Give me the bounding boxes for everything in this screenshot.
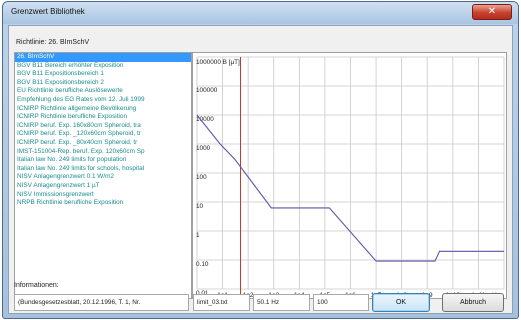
y-tick-label: 10: [196, 203, 204, 210]
richtlinie-label: Richtlinie:: [16, 39, 47, 46]
close-icon: ✕: [487, 6, 497, 17]
ok-button[interactable]: OK: [372, 293, 430, 312]
list-item[interactable]: NISV Anlagengrenzwert 1 µT: [17, 181, 100, 189]
y-tick-label: 100: [196, 174, 207, 181]
title-bar[interactable]: Grenzwert Bibliothek ✕: [3, 2, 518, 24]
list-item[interactable]: 26. BImSchV: [15, 53, 191, 62]
y-tick-label: 10000: [196, 116, 214, 123]
y-tick-label: 1000: [196, 145, 211, 152]
frequency-field[interactable]: 50.1 Hz: [253, 294, 310, 311]
list-item[interactable]: ICNIRP beruf. Exp. _80x40cm Spheroid, tr: [17, 138, 138, 146]
list-item[interactable]: Empfehlung des EG Rates vom 12. Juli 199…: [17, 95, 145, 103]
list-item[interactable]: Italian law No. 249 limits for populatio…: [17, 156, 127, 164]
info-label: Informationen:: [14, 282, 59, 289]
list-item[interactable]: NISV Anlagengrenzwert 0.1 W/m2: [17, 173, 114, 181]
list-item[interactable]: BGV B11 Expositionsbereich 1: [17, 70, 104, 78]
y-tick-label: 0.01: [196, 290, 209, 297]
richtlinie-line: Richtlinie: 26. BImSchV: [16, 39, 89, 46]
file-field[interactable]: limit_03.txt: [193, 294, 250, 311]
list-item[interactable]: ICNIRP Richtlinie allgemeine Bevölkerung: [17, 104, 137, 112]
y-tick-label: 1: [196, 232, 200, 239]
value-field[interactable]: 100: [313, 294, 369, 311]
list-item[interactable]: BGV B11 Expositionsbereich 2: [17, 78, 104, 86]
list-item[interactable]: ICNIRP beruf. Exp. 160x80cm Spheroid, tr…: [17, 121, 141, 129]
limit-curve-line: [196, 114, 504, 262]
limit-chart-svg: 1000000 B [µT] 100000 10000 1000 100 10 1 0.10 0…: [196, 56, 505, 299]
close-button[interactable]: ✕: [472, 4, 512, 20]
list-item[interactable]: EU Richtlinie berufliche Auslösewerte: [17, 87, 123, 95]
y-tick-label: 100000: [196, 87, 218, 94]
guideline-list[interactable]: 26. BImSchV BGV B11 Bereich erhöhter Expo…: [14, 52, 192, 299]
cancel-button[interactable]: Abbruch: [442, 293, 504, 312]
y-tick-label: 1000000 B [µT]: [196, 59, 240, 66]
limit-chart: 1000000 B [µT] 100000 10000 1000 100 10 1 0.10 0…: [192, 52, 507, 299]
list-item[interactable]: NISV Immissionsgrenzwert: [17, 190, 94, 198]
dialog-body: Richtlinie: 26. BImSchV 26. BImSchV BGV B…: [8, 25, 513, 314]
list-item[interactable]: Italian law No. 249 limits for schools, …: [17, 164, 145, 172]
list-item[interactable]: ICNIRP beruf. Exp. _120x60cm Spheroid, t…: [17, 130, 141, 138]
window-title: Grenzwert Bibliothek: [11, 7, 85, 16]
richtlinie-value: 26. BImSchV: [48, 39, 90, 46]
list-item[interactable]: IMST-151004-Rep. beruf. Exp. 120x60cm Sp: [17, 147, 145, 155]
source-field[interactable]: (Bundesgesetzesblatt, 20.12.1996, T. 1, …: [14, 294, 189, 311]
list-item[interactable]: ICNIRP Richtlinie berufliche Exposition: [17, 113, 127, 121]
list-item[interactable]: BGV B11 Bereich erhöhter Exposition: [17, 61, 124, 69]
y-tick-label: 0.10: [196, 261, 209, 268]
list-item[interactable]: NRPB Richtlinie berufliche Exposition: [17, 199, 124, 207]
